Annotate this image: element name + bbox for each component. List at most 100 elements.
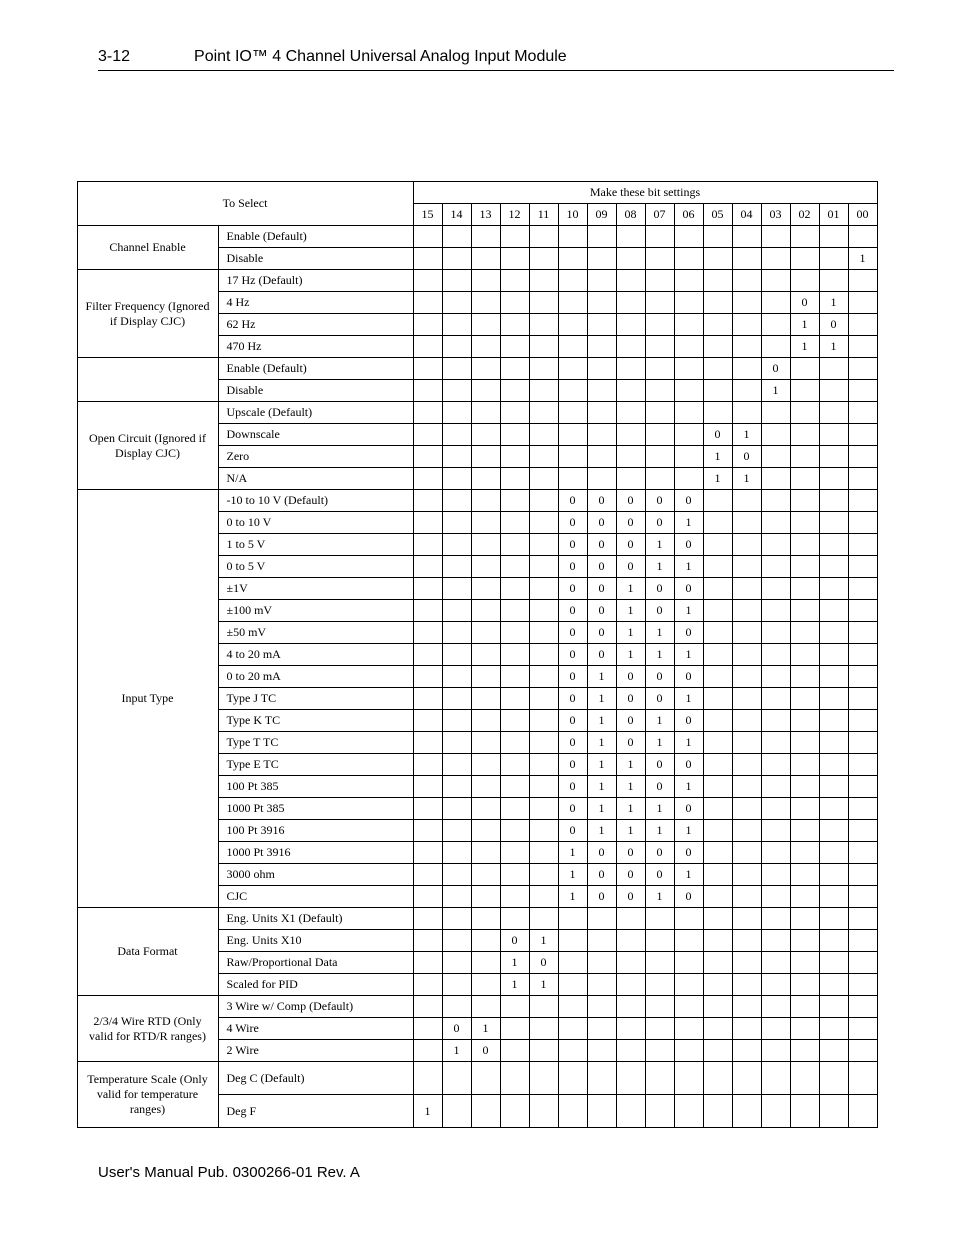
bit-cell	[761, 446, 790, 468]
bit-cell	[587, 1040, 616, 1062]
bit-cell	[848, 930, 877, 952]
bit-cell	[529, 380, 558, 402]
bit-cell	[500, 358, 529, 380]
bit-cell	[790, 798, 819, 820]
bit-cell	[529, 886, 558, 908]
bit-cell	[471, 402, 500, 424]
bit-cell	[819, 996, 848, 1018]
group-label: Open Circuit (Ignored if Display CJC)	[77, 402, 218, 490]
bit-cell	[442, 380, 471, 402]
bit-cell: 1	[674, 600, 703, 622]
bit-cell	[587, 358, 616, 380]
footer-text: User's Manual Pub. 0300266-01 Rev. A	[98, 1164, 918, 1181]
bit-cell	[587, 248, 616, 270]
bit-cell	[790, 666, 819, 688]
bit-cell	[819, 270, 848, 292]
bit-cell: 1	[616, 754, 645, 776]
bit-cell	[703, 688, 732, 710]
bit-cell	[471, 600, 500, 622]
bit-cell	[529, 512, 558, 534]
bit-cell	[819, 578, 848, 600]
group-label: Temperature Scale (Only valid for temper…	[77, 1062, 218, 1128]
bit-cell	[761, 402, 790, 424]
bit-cell: 0	[674, 622, 703, 644]
page-title: Point IO™ 4 Channel Universal Analog Inp…	[194, 48, 567, 66]
bit-cell	[442, 402, 471, 424]
table-row: Data FormatEng. Units X1 (Default)	[77, 908, 877, 930]
bit-cell	[558, 446, 587, 468]
bit-cell: 0	[558, 732, 587, 754]
bit-cell: 0	[558, 556, 587, 578]
bit-cell	[819, 380, 848, 402]
bit-cell	[442, 776, 471, 798]
bit-cell	[529, 864, 558, 886]
bit-cell	[442, 974, 471, 996]
bit-cell	[645, 402, 674, 424]
bit-cell	[529, 666, 558, 688]
bit-cell: 0	[645, 666, 674, 688]
bit-cell: 1	[471, 1018, 500, 1040]
bit-cell: 1	[674, 864, 703, 886]
bit-cell	[471, 380, 500, 402]
bit-cell	[413, 710, 442, 732]
bit-cell	[732, 248, 761, 270]
option-label: 0 to 5 V	[218, 556, 413, 578]
bit-cell	[819, 1095, 848, 1128]
bit-cell	[558, 314, 587, 336]
bit-cell	[790, 226, 819, 248]
bit-cell	[471, 292, 500, 314]
bit-cell	[442, 578, 471, 600]
bit-cell	[413, 644, 442, 666]
bit-cell	[442, 732, 471, 754]
bit-cell	[732, 798, 761, 820]
table-row: Channel EnableEnable (Default)	[77, 226, 877, 248]
bit-cell: 0	[674, 578, 703, 600]
bit-cell	[790, 732, 819, 754]
bit-cell	[442, 842, 471, 864]
bit-cell	[732, 996, 761, 1018]
bit-cell: 0	[558, 600, 587, 622]
bit-cell	[761, 314, 790, 336]
bit-cell	[616, 336, 645, 358]
bit-cell	[761, 556, 790, 578]
bit-cell: 1	[500, 952, 529, 974]
bit-cell	[790, 512, 819, 534]
bit-cell	[442, 336, 471, 358]
option-label: 0 to 10 V	[218, 512, 413, 534]
option-label: 17 Hz (Default)	[218, 270, 413, 292]
bit-cell	[500, 1095, 529, 1128]
bit-cell: 0	[558, 798, 587, 820]
bit-cell	[703, 952, 732, 974]
bit-cell	[529, 798, 558, 820]
bit-cell	[732, 688, 761, 710]
bit-cell: 0	[645, 864, 674, 886]
bit-cell	[848, 314, 877, 336]
bit-cell	[848, 622, 877, 644]
bit-cell	[819, 622, 848, 644]
bit-cell	[848, 798, 877, 820]
bit-cell	[703, 336, 732, 358]
table-row: 2/3/4 Wire RTD (Only valid for RTD/R ran…	[77, 996, 877, 1018]
bit-cell: 0	[616, 842, 645, 864]
bit-cell: 1	[761, 380, 790, 402]
bit-cell	[471, 776, 500, 798]
bit-cell	[500, 996, 529, 1018]
bit-cell	[703, 490, 732, 512]
bit-cell: 0	[616, 556, 645, 578]
bit-cell	[761, 512, 790, 534]
bit-cell	[674, 248, 703, 270]
bit-cell	[848, 1095, 877, 1128]
bit-cell	[790, 952, 819, 974]
bit-cell	[790, 490, 819, 512]
bit-cell	[500, 710, 529, 732]
bit-cell	[848, 1062, 877, 1095]
bit-cell: 1	[500, 974, 529, 996]
bit-cell	[587, 270, 616, 292]
bit-cell	[761, 468, 790, 490]
option-label: ±50 mV	[218, 622, 413, 644]
bit-cell	[616, 314, 645, 336]
bit-cell	[413, 292, 442, 314]
bit-cell	[732, 314, 761, 336]
bit-cell	[703, 380, 732, 402]
bit-cell	[645, 930, 674, 952]
